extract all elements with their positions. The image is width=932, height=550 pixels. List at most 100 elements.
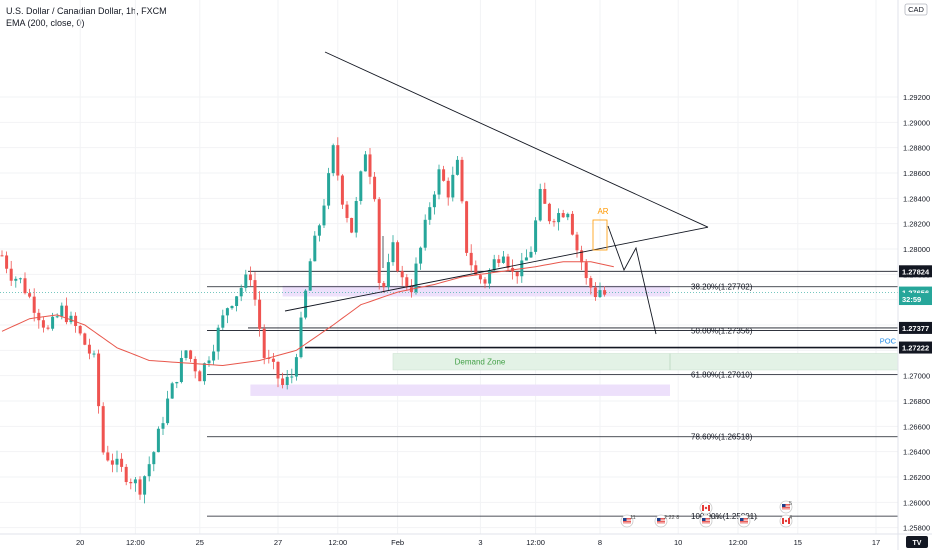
candle-body (442, 169, 446, 181)
us-flag-icon: 2 22 8 (654, 514, 679, 528)
price-tag-box (899, 321, 932, 334)
candle-body (598, 290, 602, 298)
flag-stripe (702, 522, 710, 524)
candles (0, 137, 607, 504)
candle-body (543, 188, 547, 204)
zones: Demand Zone (250, 285, 899, 396)
candle-body (561, 213, 565, 218)
candle-body (106, 452, 110, 461)
candle-body (317, 225, 321, 236)
flag-stripe (782, 507, 790, 508)
flag-stripe (782, 508, 790, 510)
triangle-lower (284, 226, 709, 312)
candle-body (455, 159, 459, 175)
flag-canton (623, 518, 627, 521)
event-count: 5 (789, 501, 792, 507)
candle-body (28, 293, 32, 297)
flag-stripe (740, 519, 748, 521)
candle-body (170, 383, 174, 399)
candle-body (193, 358, 197, 372)
fib-label: 50.00%(1.27356) (691, 327, 753, 336)
candle-body (391, 242, 395, 263)
candle-body (83, 333, 87, 345)
us-flag-icon: 5 (779, 500, 793, 514)
event-count: 2 22 8 (664, 515, 679, 521)
candle-body (267, 357, 271, 359)
candle-body (175, 382, 179, 384)
time-tick-label: 3 (478, 538, 482, 547)
candle-body (101, 406, 105, 453)
candle-body (14, 278, 18, 281)
candle-body (488, 270, 492, 284)
us-flag-icon: 11 (620, 514, 636, 528)
candle-body (37, 312, 41, 321)
candle-body (478, 275, 482, 280)
flag-stripe (623, 521, 631, 522)
flag-stripe (702, 521, 710, 522)
fib-label: 61.80%(1.27010) (691, 370, 753, 379)
candle-body (501, 256, 505, 263)
purple-zone (250, 384, 670, 396)
candle-body (515, 271, 519, 277)
currency-badge-box (904, 3, 928, 16)
candle-body (469, 252, 473, 266)
price-tick-label: 1.26200 (903, 473, 930, 482)
candle-body (363, 154, 367, 172)
candle-body (580, 250, 584, 263)
candle-body (451, 174, 455, 198)
candle-body (552, 221, 556, 223)
currency-badge: CAD (908, 5, 924, 14)
candle-body (386, 262, 390, 288)
candle-body (396, 242, 400, 272)
event-count: 27 1 (747, 515, 758, 521)
candle-body (313, 235, 317, 262)
tradingview-logo: TV (906, 536, 928, 548)
drawings: AR (284, 51, 709, 335)
ar-label: AR (597, 207, 608, 216)
candle-body (524, 257, 528, 261)
candle-body (492, 259, 496, 271)
candle-body (299, 317, 303, 358)
candle-body (414, 263, 418, 293)
time-tick-label: 12:00 (126, 538, 145, 547)
candle-body (483, 279, 487, 284)
candle-body (373, 176, 377, 200)
candle-body (143, 476, 147, 495)
candle-body (354, 200, 358, 233)
flag-stripe (623, 522, 631, 524)
candle-body (460, 159, 464, 202)
candle-body (262, 328, 266, 358)
flag-stripe (657, 518, 665, 519)
candle-body (570, 213, 574, 235)
ar-box (592, 219, 608, 251)
candle-body (115, 458, 119, 465)
price-tag-label: 1.27824 (902, 267, 930, 276)
flag-canton (740, 518, 744, 521)
candle-body (271, 358, 275, 362)
candle-body (69, 315, 73, 323)
price-tick-label: 1.27000 (903, 372, 930, 381)
candle-body (244, 274, 248, 288)
time-tick-label: 10 (674, 538, 682, 547)
flag-stripe (740, 522, 748, 524)
candle-body (405, 277, 409, 288)
ema-200-line (1, 261, 614, 367)
flag-stripe (740, 518, 748, 519)
candle-body (60, 305, 64, 317)
candle-body (133, 479, 137, 484)
flag-stripe (702, 518, 710, 519)
candle-body (216, 327, 220, 352)
flag-canton (782, 504, 786, 507)
purple-zone (282, 285, 670, 297)
us-flag-icon: 5 16 (699, 514, 720, 528)
price-tag-box (899, 265, 932, 278)
candle-body (120, 458, 124, 467)
candle-body (432, 194, 436, 208)
candle-body (258, 299, 262, 329)
poc-label: POC (880, 337, 897, 346)
candle-body (308, 261, 312, 291)
candle-body (97, 353, 101, 407)
us-flag-icon: 27 1 (737, 514, 758, 528)
